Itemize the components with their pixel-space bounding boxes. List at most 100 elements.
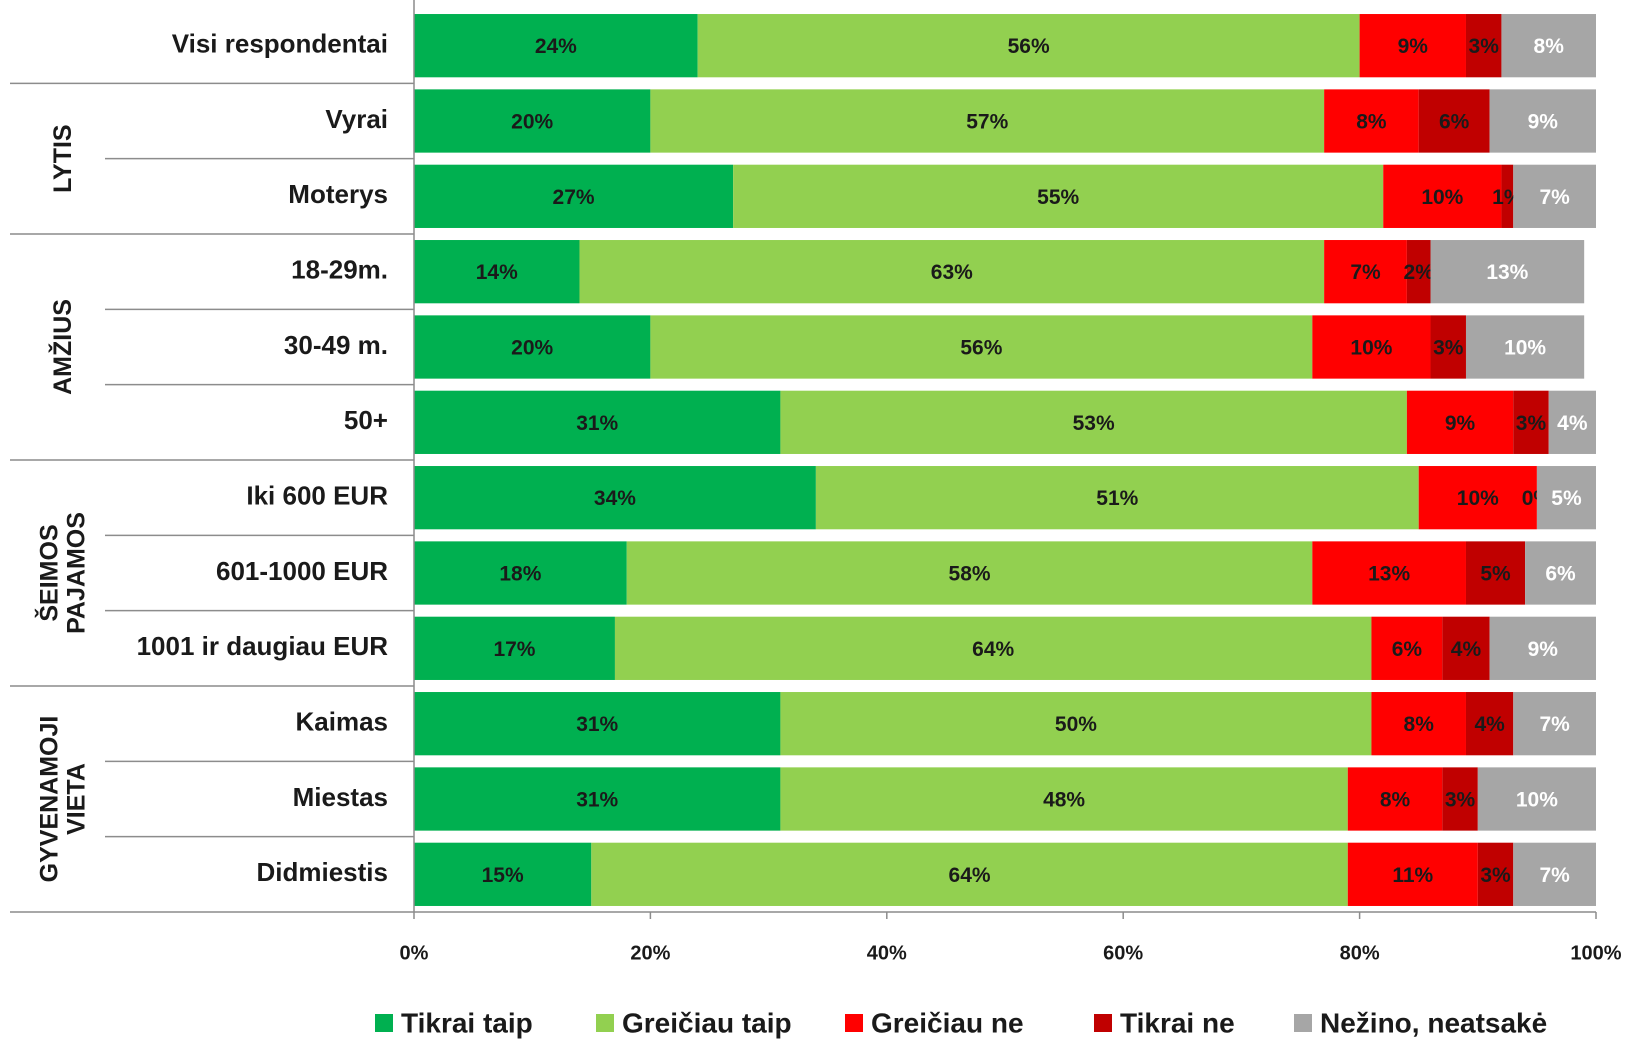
legend-label: Greičiau taip (622, 1007, 792, 1038)
legend-label: Nežino, neatsakė (1320, 1007, 1547, 1038)
group-label-line: GYVENAMOJI (35, 716, 63, 883)
legend-label: Tikrai taip (401, 1007, 533, 1038)
value-label: 34% (594, 487, 636, 510)
category-label: Vyrai (325, 104, 388, 134)
group-label-line: VIETA (62, 763, 90, 835)
value-label: 10% (1516, 789, 1558, 812)
value-label: 57% (966, 111, 1008, 134)
bar-segment (1489, 616, 1596, 680)
value-label: 31% (576, 713, 618, 736)
category-label: Moterys (288, 179, 388, 209)
legend-label: Tikrai ne (1120, 1007, 1235, 1038)
bar-segment (1513, 390, 1549, 454)
x-tick-label: 0% (400, 942, 429, 964)
group-label-line: PAJAMOS (62, 512, 90, 634)
category-label: Didmiestis (257, 857, 389, 887)
bar-segment (1312, 541, 1466, 605)
group-label: LYTIS (49, 124, 77, 193)
category-label: Visi respondentai (172, 29, 388, 59)
value-label: 8% (1404, 713, 1435, 736)
legend-swatch (1094, 1014, 1112, 1032)
bar-segment (780, 692, 1372, 756)
value-label: 7% (1350, 261, 1381, 284)
value-label: 9% (1528, 638, 1559, 661)
x-tick-label: 40% (867, 942, 907, 964)
category-label: 30-49 m. (284, 330, 388, 360)
value-label: 14% (476, 261, 518, 284)
bar-segment (780, 390, 1407, 454)
bar-segment (1430, 315, 1466, 379)
value-label: 7% (1539, 186, 1570, 209)
value-label: 48% (1043, 789, 1085, 812)
value-label: 17% (493, 638, 535, 661)
bar-segment (1465, 692, 1514, 756)
legend-swatch (1294, 1014, 1312, 1032)
bar-segment (733, 164, 1384, 228)
bar-segment (1418, 466, 1537, 530)
group-label: ŠEIMOSPAJAMOS (33, 512, 90, 634)
value-label: 6% (1545, 563, 1576, 586)
value-label: 7% (1539, 864, 1570, 887)
bar-segment (414, 390, 781, 454)
legend-swatch (845, 1014, 863, 1032)
value-label: 3% (1469, 35, 1500, 58)
value-label: 31% (576, 412, 618, 435)
bar-segment (626, 541, 1313, 605)
bar-segment (1501, 14, 1596, 78)
bar-segment (1548, 390, 1596, 454)
bar-segment (414, 89, 651, 153)
group-label-line: AMŽIUS (47, 299, 77, 395)
bar-segment (414, 466, 816, 530)
bar-segment (1430, 240, 1585, 304)
value-label: 64% (949, 864, 991, 887)
value-label: 6% (1392, 638, 1423, 661)
value-label: 10% (1350, 337, 1392, 360)
group-label-line: ŠEIMOS (33, 524, 63, 621)
bar-segment (414, 616, 615, 680)
value-label: 4% (1474, 713, 1505, 736)
value-label: 3% (1516, 412, 1547, 435)
value-label: 10% (1457, 487, 1499, 510)
bar-segment (1536, 466, 1596, 530)
value-label: 58% (949, 563, 991, 586)
x-tick-label: 60% (1103, 942, 1143, 964)
bar-segment (780, 767, 1348, 831)
bar-segment (650, 89, 1325, 153)
bar-segment (414, 164, 734, 228)
bar-segment (1513, 842, 1596, 906)
bar-segment (1442, 767, 1478, 831)
group-label-line: LYTIS (49, 124, 77, 193)
bar-segment (1406, 390, 1514, 454)
bar-segment (1525, 541, 1596, 605)
group-label: AMŽIUS (47, 299, 77, 395)
bar-segment (1371, 692, 1466, 756)
bar-segment (414, 767, 781, 831)
value-label: 55% (1037, 186, 1079, 209)
value-label: 9% (1445, 412, 1476, 435)
value-label: 3% (1480, 864, 1511, 887)
value-label: 13% (1486, 261, 1528, 284)
value-label: 5% (1551, 487, 1582, 510)
value-label: 2% (1404, 261, 1435, 284)
bar-segment (1347, 842, 1478, 906)
bar-segment (1501, 164, 1514, 228)
value-label: 51% (1096, 487, 1138, 510)
bar-segment (650, 315, 1313, 379)
value-label: 11% (1392, 864, 1433, 887)
value-label: 50% (1055, 713, 1097, 736)
value-label: 64% (972, 638, 1014, 661)
value-label: 8% (1380, 789, 1411, 812)
bar-segment (1371, 616, 1443, 680)
category-label: 50+ (344, 405, 388, 435)
bar-segment (1477, 842, 1514, 906)
bar-segment (1383, 164, 1502, 228)
category-label: Kaimas (296, 707, 389, 737)
bar-segment (1324, 240, 1407, 304)
category-label: 1001 ir daugiau EUR (137, 631, 389, 661)
bar-segment (414, 315, 651, 379)
legend-swatch (596, 1014, 614, 1032)
value-label: 10% (1421, 186, 1463, 209)
value-label: 20% (511, 111, 553, 134)
